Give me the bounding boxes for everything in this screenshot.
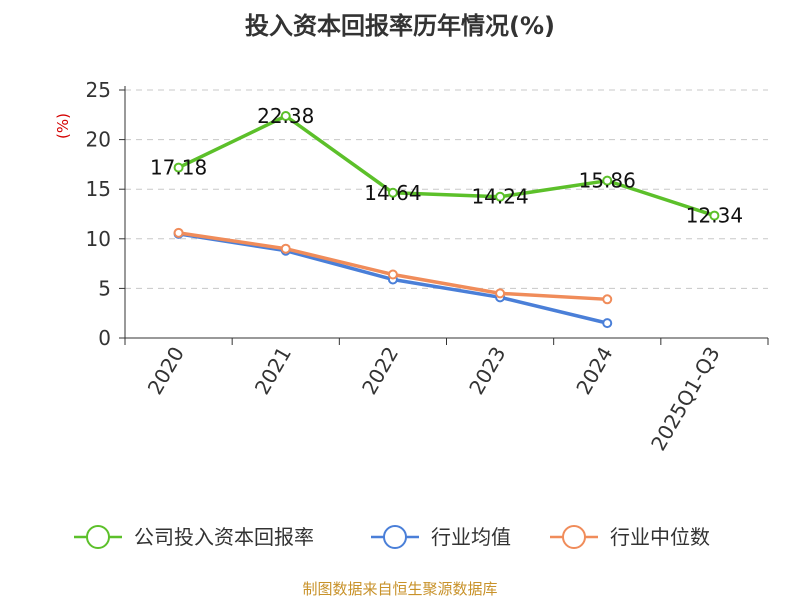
y-tick-label: 10 xyxy=(86,227,111,251)
source-note: 制图数据来自恒生聚源数据库 xyxy=(302,580,497,598)
data-label: 12.34 xyxy=(686,204,743,228)
axis-layer: 0 5 10 15 20 25 2020 2021 2022 2023 2024 2025Q1-Q3 xyxy=(86,78,769,455)
x-tick-label: 2022 xyxy=(357,343,403,399)
legend-item-2[interactable]: 行业中位数 xyxy=(550,525,710,549)
legend: 公司投入资本回报率 行业均值 行业中位数 xyxy=(74,525,710,549)
data-label: 22.38 xyxy=(257,104,314,128)
series-2-point xyxy=(602,294,613,305)
series-2-point xyxy=(495,288,506,299)
legend-label: 行业均值 xyxy=(431,525,511,549)
legend-label: 公司投入资本回报率 xyxy=(134,525,314,549)
series-0-point xyxy=(495,191,506,202)
series-0-point xyxy=(280,110,291,121)
series-2-point xyxy=(280,243,291,254)
data-label: 15.86 xyxy=(579,169,636,193)
y-tick-label: 0 xyxy=(98,326,111,350)
data-label: 14.64 xyxy=(364,181,421,205)
x-tick-label: 2021 xyxy=(250,343,296,399)
legend-marker xyxy=(383,525,407,549)
y-tick-label: 20 xyxy=(86,128,111,152)
chart-title: 投入资本回报率历年情况(%) xyxy=(245,12,555,40)
y-axis-unit-label: (%) xyxy=(54,113,72,139)
legend-marker xyxy=(562,525,586,549)
y-tick-label: 5 xyxy=(98,276,111,300)
series-1-point xyxy=(602,318,613,329)
series-layer xyxy=(173,110,720,329)
y-tick-label: 25 xyxy=(86,78,111,102)
legend-item-0[interactable]: 公司投入资本回报率 xyxy=(74,525,314,549)
x-tick-label: 2024 xyxy=(571,343,617,399)
x-tick-label: 2025Q1-Q3 xyxy=(646,343,725,455)
x-tick-label: 2020 xyxy=(143,343,189,399)
series-0-point xyxy=(709,210,720,221)
series-line-2 xyxy=(176,231,609,302)
y-tick-label: 15 xyxy=(86,177,111,201)
data-label: 17.18 xyxy=(150,156,207,180)
data-label: 14.24 xyxy=(471,185,528,209)
data-label-layer: 17.18 22.38 14.64 14.24 15.86 12.34 xyxy=(150,104,743,228)
series-0-point xyxy=(387,187,398,198)
series-0-point xyxy=(602,175,613,186)
x-tick-label: 2023 xyxy=(464,343,510,399)
series-line-0 xyxy=(176,114,717,218)
grid-layer xyxy=(125,89,768,289)
series-0-point xyxy=(173,162,184,173)
legend-marker xyxy=(86,525,110,549)
series-2-point xyxy=(387,269,398,280)
legend-label: 行业中位数 xyxy=(610,525,710,549)
legend-item-1[interactable]: 行业均值 xyxy=(371,525,511,549)
series-2-point xyxy=(173,227,184,238)
